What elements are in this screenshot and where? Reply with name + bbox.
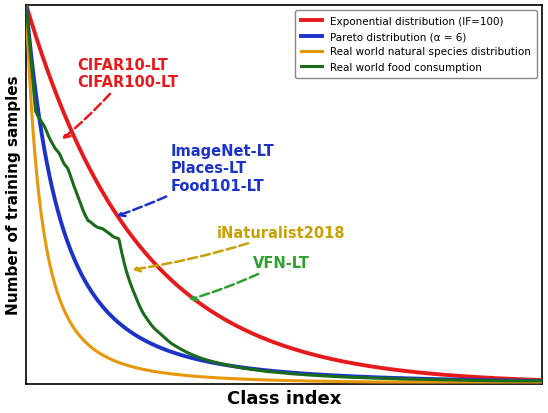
X-axis label: Class index: Class index bbox=[227, 389, 341, 408]
Y-axis label: Number of training samples: Number of training samples bbox=[5, 75, 21, 314]
Text: ImageNet-LT
Places-LT
Food101-LT: ImageNet-LT Places-LT Food101-LT bbox=[119, 143, 275, 216]
Text: VFN-LT: VFN-LT bbox=[192, 255, 310, 300]
Text: CIFAR10-LT
CIFAR100-LT: CIFAR10-LT CIFAR100-LT bbox=[64, 57, 179, 138]
Text: iNaturalist2018: iNaturalist2018 bbox=[135, 225, 346, 272]
Legend: Exponential distribution (IF=100), Pareto distribution (α = 6), Real world natur: Exponential distribution (IF=100), Paret… bbox=[295, 11, 537, 79]
